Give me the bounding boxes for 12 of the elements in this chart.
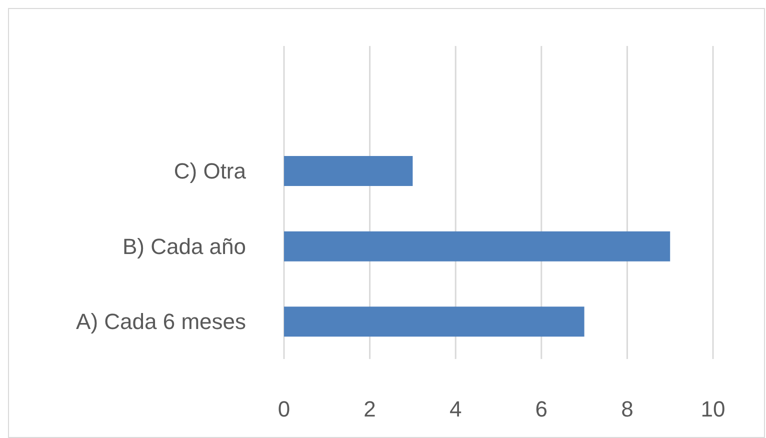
bar bbox=[284, 231, 670, 262]
y-tick-label: C) Otra bbox=[174, 158, 247, 184]
bar bbox=[284, 306, 584, 337]
x-tick-label: 10 bbox=[700, 396, 726, 422]
x-tick-label: 0 bbox=[278, 396, 290, 422]
y-tick-label: B) Cada año bbox=[122, 234, 246, 259]
y-tick-label: A) Cada 6 meses bbox=[76, 309, 246, 334]
x-tick-label: 6 bbox=[535, 396, 548, 422]
x-tick-label: 2 bbox=[364, 396, 376, 422]
x-tick-label: 8 bbox=[621, 396, 634, 422]
bar bbox=[284, 156, 413, 186]
x-tick-label: 4 bbox=[449, 396, 462, 422]
